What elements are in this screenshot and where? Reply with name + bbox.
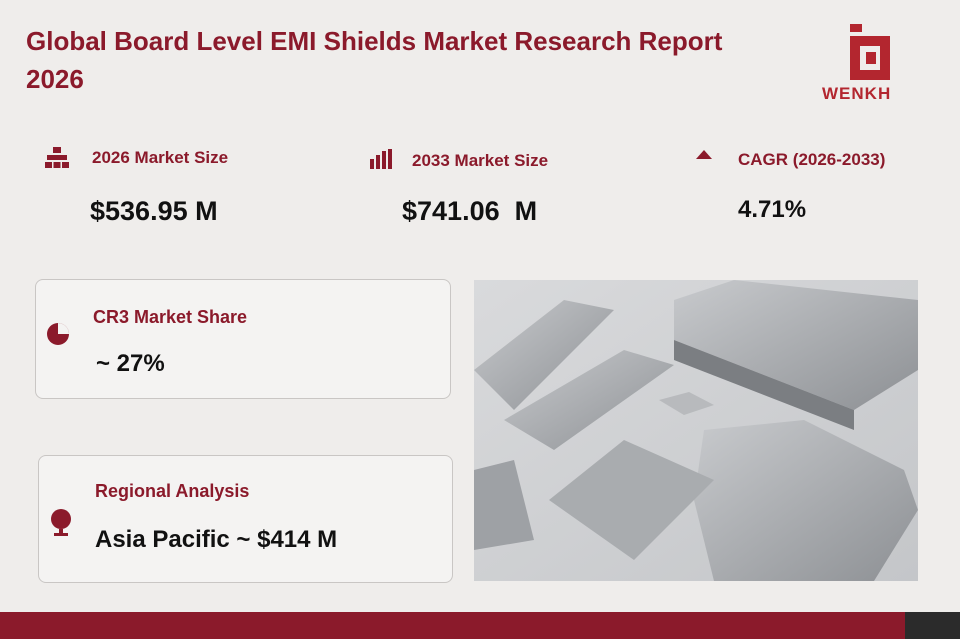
- stat-label: CAGR (2026-2033): [738, 150, 886, 169]
- card-icon: [47, 323, 69, 345]
- footer-bar: [905, 612, 960, 639]
- product-photo: [474, 280, 918, 581]
- card-label: CR3 Market Share: [93, 307, 248, 327]
- title: Global Board Level EMI Shields Market Re…: [26, 26, 723, 94]
- stat-label: 2033 Market Size: [412, 151, 549, 170]
- stat-value: $741.06 M: [402, 196, 538, 226]
- card-label: Regional Analysis: [95, 481, 250, 501]
- stat-value: 4.71%: [738, 196, 807, 223]
- footer-bar: [0, 612, 905, 639]
- card-value: ~ 27%: [96, 350, 165, 377]
- logo-text: WENKH: [822, 84, 892, 103]
- stat-label: 2026 Market Size: [92, 148, 229, 167]
- stat-value: $536.95 M: [90, 196, 218, 226]
- card-value: Asia Pacific ~ $414 M: [95, 526, 338, 553]
- card-icon: [51, 509, 71, 536]
- card: CR3 Market Share ~ 27%: [35, 279, 451, 399]
- stat-icon: [696, 150, 712, 159]
- card: Regional Analysis Asia Pacific ~ $414 M: [38, 455, 453, 583]
- stat-icon: [370, 149, 392, 169]
- logo-mark: [850, 24, 890, 80]
- stat-icon: [45, 147, 69, 168]
